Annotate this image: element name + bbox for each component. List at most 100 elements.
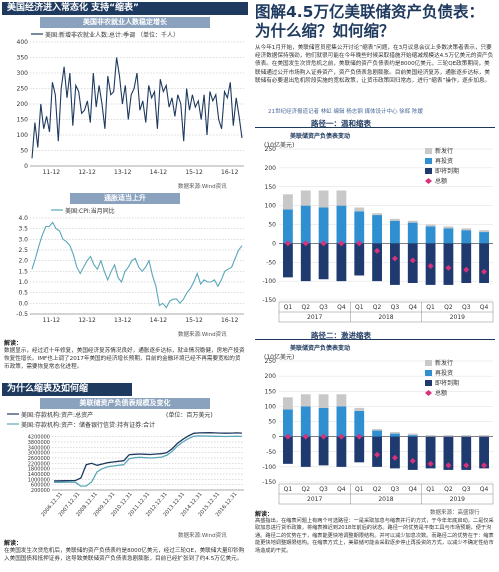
y-tick-label: 50	[20, 148, 28, 155]
total-marker	[302, 433, 309, 440]
total-marker	[356, 433, 363, 440]
x-tick-label: Q2	[301, 304, 310, 311]
x-tick-label: Q2	[373, 304, 382, 311]
legend-swatch	[425, 390, 432, 396]
x-tick-label: 11-12	[43, 317, 61, 324]
y-tick-label: 1800000	[28, 467, 50, 473]
chart3-legend: 美国:存款机构:资产:总资产 (单位：百万美元) 美国:存款机构:资产：储备银行…	[7, 412, 213, 429]
total-marker	[445, 264, 452, 271]
bar-reinvest	[354, 211, 365, 244]
chart2-title: 通胀适当上升	[70, 193, 180, 204]
total-marker	[320, 240, 327, 247]
bar-reinvest	[318, 207, 329, 244]
bar-reinvest	[354, 410, 365, 437]
chart2-legend: 美国:CPI:当月同比	[51, 208, 115, 215]
bar-new-issuance	[479, 435, 489, 437]
total-marker	[338, 240, 345, 247]
bar-maturing	[283, 243, 293, 278]
year-label: 2019	[450, 496, 465, 503]
x-tick-label: Q1	[284, 486, 293, 493]
bar-maturing	[461, 243, 472, 284]
bar-reinvest	[283, 209, 293, 244]
year-label: 2019	[450, 314, 465, 321]
bar-new-issuance	[390, 432, 400, 434]
bar-maturing	[407, 436, 418, 470]
legend-swatch	[425, 380, 432, 386]
bar-maturing	[336, 436, 347, 467]
x-tick-label: 13-12	[114, 169, 132, 176]
bar-reinvest	[479, 232, 489, 244]
legend-swatch	[425, 360, 432, 366]
bar-maturing	[425, 436, 436, 469]
bar-reinvest	[336, 205, 347, 244]
x-tick-label: 15-12	[185, 169, 203, 176]
y-tick-label: 100	[265, 403, 277, 410]
bar-reinvest	[372, 430, 382, 437]
bar-maturing	[300, 436, 311, 467]
note3-label: 解读：	[255, 511, 274, 518]
x-tick-label: Q3	[462, 486, 471, 493]
legend-swatch	[425, 370, 432, 376]
bar-reinvest	[318, 407, 329, 437]
bar-new-issuance	[372, 429, 382, 431]
total-marker	[409, 457, 416, 464]
note2-text: 在美国发生次贷危机后，美联储的资产负债表约是8000亿美元，经过三轮QE，美联储…	[4, 548, 245, 563]
bar-maturing	[336, 243, 347, 282]
legend-label: 新发行	[435, 147, 453, 155]
y-tick-label: 3.5	[18, 226, 28, 233]
total-marker	[320, 433, 327, 440]
total-marker	[427, 460, 434, 467]
total-marker	[445, 462, 452, 469]
y-tick-label: -100	[262, 278, 276, 285]
note1: 解读： 数据显示，经过近十年修复，美国经济复苏情况良好，通胀逐步达标，就业情况稳…	[4, 338, 246, 372]
bar-new-issuance	[390, 218, 400, 221]
legend-swatch	[425, 158, 432, 164]
route1-unit: (10亿美元)	[264, 142, 295, 149]
y-tick-label: 300	[17, 70, 29, 77]
x-tick-label: Q1	[426, 304, 435, 311]
y-tick-label: -50	[266, 449, 276, 456]
right-title-line1: 图解4.5万亿美联储资产负债表：	[255, 3, 484, 21]
legend-label: 即将到期	[435, 167, 459, 175]
x-tick-label: 11-12	[43, 169, 61, 176]
x-tick-label: Q1	[355, 304, 364, 311]
legend-label: 总额	[435, 177, 447, 185]
y-tick-label: 0.5	[18, 290, 28, 297]
total-marker	[463, 266, 470, 273]
y-tick-label: 50	[268, 222, 276, 229]
y-tick-label: 0	[272, 434, 276, 441]
bar-new-issuance	[479, 230, 489, 233]
x-tick-label: 14-12	[150, 317, 168, 324]
y-tick-label: 200	[265, 373, 277, 380]
y-tick-label: -100	[262, 464, 276, 471]
bar-new-issuance	[283, 397, 293, 410]
bar-new-issuance	[283, 194, 293, 210]
bar-new-issuance	[425, 224, 436, 227]
x-tick-label: Q3	[391, 486, 400, 493]
y-tick-label: 100	[265, 203, 277, 210]
total-marker	[356, 240, 363, 247]
x-tick-label: Q1	[426, 486, 435, 493]
total-marker	[374, 451, 381, 458]
x-tick-label: Q4	[337, 486, 346, 493]
year-label: 2018	[378, 496, 393, 503]
x-tick-label: 15-12	[185, 317, 203, 324]
bar-new-issuance	[336, 394, 347, 407]
bar-new-issuance	[461, 435, 472, 437]
y-tick-label: 1.5	[18, 268, 28, 275]
bar-maturing	[390, 243, 400, 285]
legend-label: 即将到期	[435, 379, 459, 387]
bar-maturing	[318, 243, 329, 280]
bar-reinvest	[425, 226, 436, 244]
bar-new-issuance	[300, 394, 311, 407]
bar-reinvest	[390, 433, 400, 437]
total-marker	[409, 257, 416, 264]
y-tick-label: 2200000	[28, 461, 50, 467]
y-tick-label: 100	[17, 132, 29, 139]
left-main-title: 美国经济进入常态化 支持“缩表”	[2, 2, 248, 15]
y-tick-label: 200000	[31, 488, 50, 494]
y-tick-label: 600000	[31, 483, 50, 489]
total-marker	[284, 433, 291, 440]
total-marker	[338, 433, 345, 440]
route2-source: 数据来源：高盛银行	[430, 510, 480, 516]
